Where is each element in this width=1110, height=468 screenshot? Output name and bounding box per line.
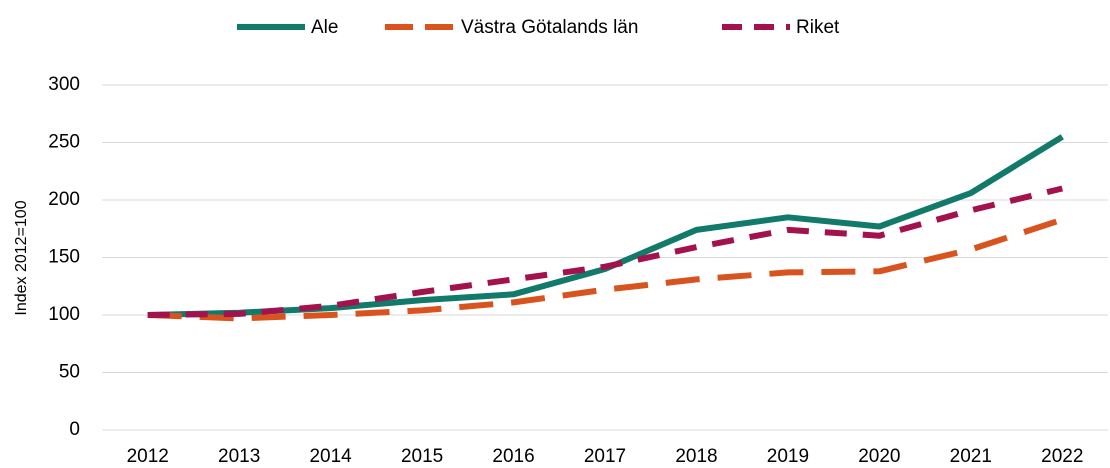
x-tick-label: 2015 (401, 446, 443, 467)
x-tick-label: 2018 (675, 446, 717, 467)
x-tick-label: 2017 (584, 446, 626, 467)
y-tick-label: 200 (48, 189, 80, 210)
y-tick-label: 300 (48, 74, 80, 95)
x-tick-label: 2019 (767, 446, 809, 467)
y-tick-label: 50 (59, 362, 80, 383)
x-tick-label: 2022 (1041, 446, 1083, 467)
x-tick-label: 2014 (309, 446, 352, 467)
legend-label: Ale (311, 17, 338, 38)
x-tick-label: 2012 (127, 446, 169, 467)
y-tick-label: 150 (48, 247, 80, 268)
y-tick-label: 100 (48, 304, 80, 325)
y-tick-label: 250 (48, 132, 80, 153)
x-tick-label: 2013 (218, 446, 260, 467)
y-tick-label: 0 (69, 419, 80, 440)
legend-label: Västra Götalands län (461, 17, 638, 38)
legend-label: Riket (796, 17, 840, 38)
y-axis-label: Index 2012=100 (13, 200, 30, 315)
x-tick-label: 2021 (950, 446, 992, 467)
line-series (147, 134, 1064, 318)
line-series (147, 185, 1063, 318)
x-tick-label: 2016 (492, 446, 534, 467)
x-tick-label: 2020 (858, 446, 900, 467)
